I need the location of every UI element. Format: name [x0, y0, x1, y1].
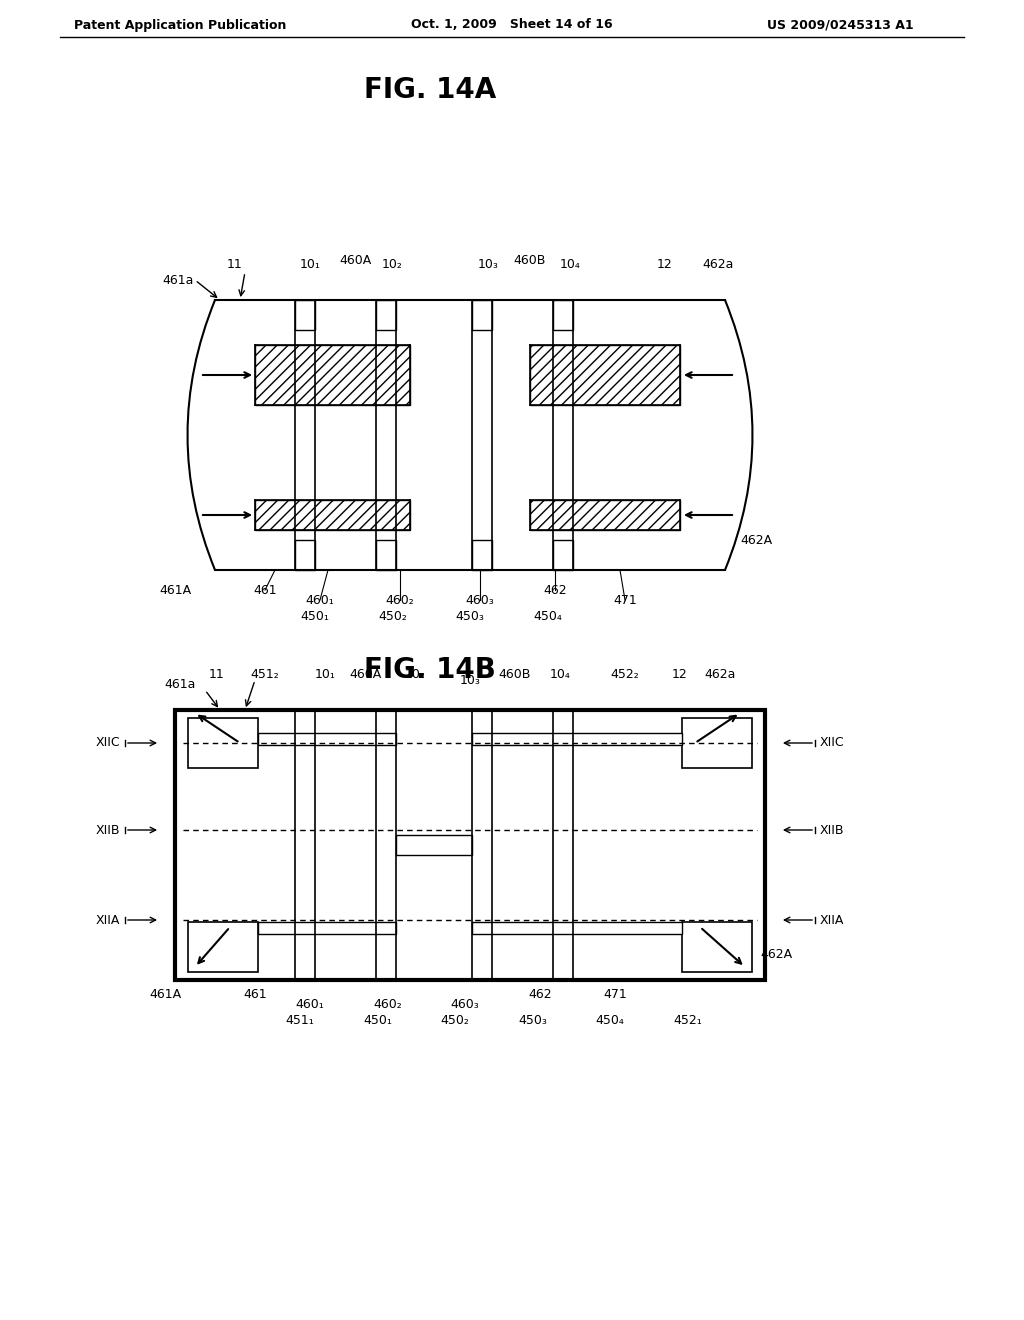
- Text: XIIA: XIIA: [95, 913, 120, 927]
- Text: 10₂: 10₂: [382, 259, 402, 272]
- Text: 460A: 460A: [349, 668, 381, 681]
- Text: 461A: 461A: [159, 583, 191, 597]
- Text: 450₁: 450₁: [364, 1014, 392, 1027]
- Text: 460₃: 460₃: [466, 594, 495, 606]
- Text: 450₂: 450₂: [379, 610, 408, 623]
- Text: 461a: 461a: [164, 678, 196, 692]
- Text: FIG. 14A: FIG. 14A: [364, 77, 496, 104]
- Text: XIIA: XIIA: [820, 913, 845, 927]
- Text: 460₁: 460₁: [296, 998, 325, 1011]
- Text: 462A: 462A: [760, 949, 793, 961]
- Text: 471: 471: [613, 594, 637, 606]
- Bar: [553, 540, 573, 570]
- Bar: [530, 345, 680, 405]
- Text: 12: 12: [672, 668, 688, 681]
- Text: XIIB: XIIB: [95, 824, 120, 837]
- Bar: [472, 921, 682, 935]
- Text: 450₃: 450₃: [456, 610, 484, 623]
- Text: 10₄: 10₄: [559, 259, 581, 272]
- Text: 10₃: 10₃: [460, 673, 480, 686]
- Text: 10₁: 10₁: [300, 259, 321, 272]
- Text: 460B: 460B: [514, 253, 546, 267]
- Text: 10₁: 10₁: [314, 668, 336, 681]
- Text: Oct. 1, 2009   Sheet 14 of 16: Oct. 1, 2009 Sheet 14 of 16: [412, 18, 612, 32]
- Text: 452₂: 452₂: [610, 668, 639, 681]
- Text: 450₃: 450₃: [518, 1014, 548, 1027]
- Text: 461a: 461a: [163, 273, 194, 286]
- Bar: [553, 300, 573, 330]
- Bar: [682, 921, 752, 972]
- Text: 11: 11: [227, 259, 243, 272]
- Text: 461: 461: [243, 989, 267, 1002]
- Bar: [376, 540, 396, 570]
- Bar: [472, 733, 682, 744]
- Text: 462a: 462a: [705, 668, 735, 681]
- Text: 450₁: 450₁: [301, 610, 330, 623]
- Text: 451₁: 451₁: [286, 1014, 314, 1027]
- Text: 11: 11: [209, 668, 225, 681]
- Bar: [530, 500, 680, 531]
- Text: 462A: 462A: [740, 533, 772, 546]
- Bar: [175, 710, 765, 979]
- Text: 10₃: 10₃: [477, 259, 499, 272]
- Text: 451₂: 451₂: [251, 668, 280, 681]
- Bar: [188, 718, 258, 768]
- Text: 460₁: 460₁: [305, 594, 335, 606]
- Text: 452₁: 452₁: [674, 1014, 702, 1027]
- Bar: [376, 300, 396, 330]
- Text: 450₂: 450₂: [440, 1014, 469, 1027]
- Text: 462: 462: [543, 583, 567, 597]
- Text: 450₄: 450₄: [534, 610, 562, 623]
- Text: 460B: 460B: [499, 668, 531, 681]
- Text: Patent Application Publication: Patent Application Publication: [74, 18, 286, 32]
- Text: 460₃: 460₃: [451, 998, 479, 1011]
- Bar: [255, 345, 410, 405]
- Text: 461: 461: [253, 583, 276, 597]
- Text: 10₂: 10₂: [404, 668, 425, 681]
- Text: US 2009/0245313 A1: US 2009/0245313 A1: [767, 18, 913, 32]
- Bar: [295, 540, 315, 570]
- Text: XIIB: XIIB: [820, 824, 845, 837]
- Text: 450₄: 450₄: [596, 1014, 625, 1027]
- Bar: [258, 921, 396, 935]
- Text: FIG. 14B: FIG. 14B: [365, 656, 496, 684]
- Text: 461A: 461A: [148, 989, 181, 1002]
- Bar: [188, 921, 258, 972]
- Bar: [295, 300, 315, 330]
- Bar: [472, 540, 492, 570]
- Text: 460₂: 460₂: [374, 998, 402, 1011]
- Text: 462a: 462a: [702, 259, 733, 272]
- Bar: [682, 718, 752, 768]
- Text: 12: 12: [657, 259, 673, 272]
- Text: 462: 462: [528, 989, 552, 1002]
- Text: 471: 471: [603, 989, 627, 1002]
- Text: XIIC: XIIC: [820, 737, 845, 750]
- Text: 460A: 460A: [340, 253, 372, 267]
- Text: 10₄: 10₄: [550, 668, 570, 681]
- Bar: [396, 836, 472, 855]
- Bar: [472, 300, 492, 330]
- Text: 460₂: 460₂: [386, 594, 415, 606]
- Bar: [255, 500, 410, 531]
- Text: XIIC: XIIC: [95, 737, 120, 750]
- Bar: [258, 733, 396, 744]
